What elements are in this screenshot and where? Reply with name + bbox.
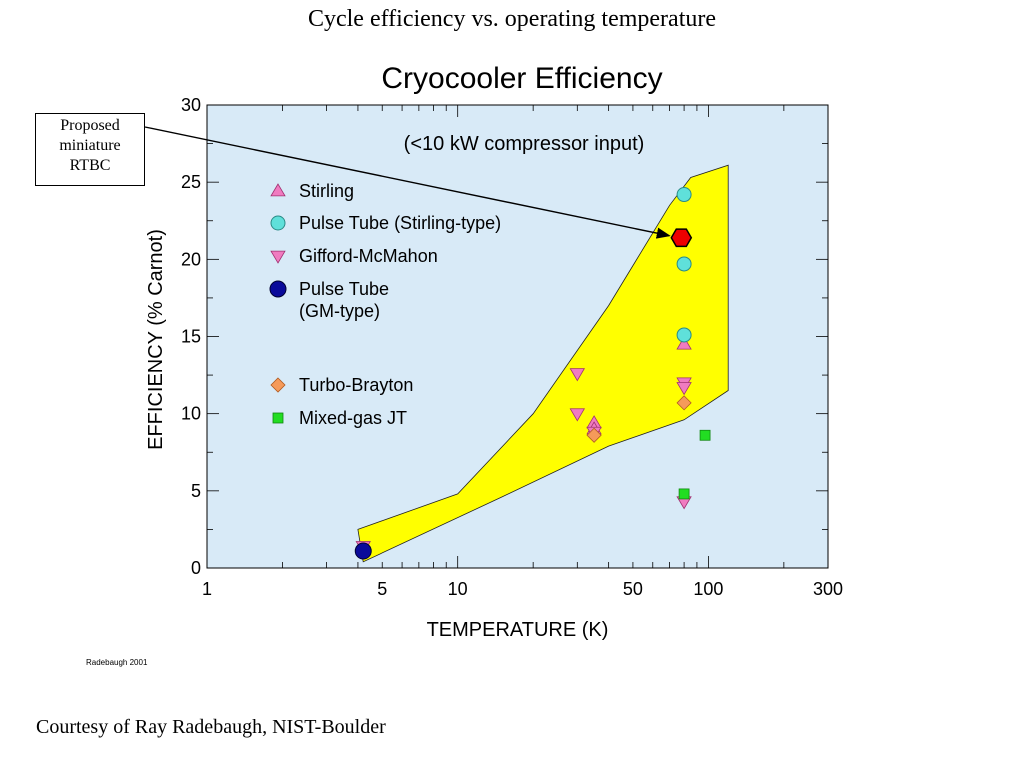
legend-marker-pulse-tube-gm [269,280,287,298]
legend-marker-mixed-gas-jt [272,412,284,424]
chart-title: Cryocooler Efficiency [381,62,663,95]
legend-label-pulse-tube-gm: Pulse Tube [299,279,389,299]
legend-label-pulse-tube-stirling: Pulse Tube (Stirling-type) [299,213,501,233]
callout-line-2: miniature [59,137,121,154]
data-point-mixed-gas-jt [699,429,711,441]
x-tick-label: 10 [448,579,468,599]
callout-box: Proposed miniature RTBC [35,113,145,186]
x-tick-label: 100 [693,579,723,599]
legend-label-stirling: Stirling [299,181,354,201]
x-tick-label: 5 [377,579,387,599]
data-point-pulse-tube-stirling [676,327,692,343]
y-tick-label: 30 [181,95,201,115]
callout-line-3: RTBC [69,157,111,174]
legend-marker-turbo-brayton [270,377,286,393]
legend-label-gifford-mcmahon: Gifford-McMahon [299,246,438,266]
callout-line-1: Proposed [60,117,120,134]
legend-marker-pulse-tube-stirling [270,215,286,231]
data-point-stirling [676,336,692,350]
highlight-rtbc-point [670,228,693,248]
efficiency-band [357,164,729,563]
y-axis-label: EFFICIENCY (% Carnot) [145,229,167,450]
data-point-turbo-brayton [586,427,602,443]
y-tick-label: 20 [181,249,201,269]
data-point-turbo-brayton [676,395,692,411]
callout-arrow [144,126,671,239]
y-tick-label: 5 [191,481,201,501]
chart-subtitle: (<10 kW compressor input) [404,133,645,155]
data-point-pulse-tube-gm [354,542,372,560]
data-point-pulse-tube-stirling [676,187,692,203]
legend-marker-gifford-mcmahon [270,250,286,264]
legend-label-mixed-gas-jt: Mixed-gas JT [299,408,407,428]
data-point-gifford-mcmahon [569,368,586,382]
data-point-gifford-mcmahon [569,408,586,422]
data-point-pulse-tube-stirling [676,256,692,272]
data-point-mixed-gas-jt [678,488,690,500]
legend-label-turbo-brayton: Turbo-Brayton [299,375,413,395]
y-tick-label: 15 [181,327,201,347]
x-tick-label: 300 [813,579,843,599]
x-tick-label: 1 [202,579,212,599]
courtesy-text: Courtesy of Ray Radebaugh, NIST-Boulder [36,716,386,738]
y-tick-label: 25 [181,172,201,192]
data-point-gifford-mcmahon [676,382,692,396]
x-axis-label: TEMPERATURE (K) [427,619,609,641]
x-tick-label: 50 [623,579,643,599]
legend-label-pulse-tube-gm: (GM-type) [299,301,380,321]
plot-area [207,105,828,568]
legend-marker-stirling [270,183,286,197]
slide-title: Cycle efficiency vs. operating temperatu… [307,6,717,32]
y-tick-label: 10 [181,404,201,424]
credit-small: Radebaugh 2001 [86,658,148,667]
y-tick-label: 0 [191,558,201,578]
